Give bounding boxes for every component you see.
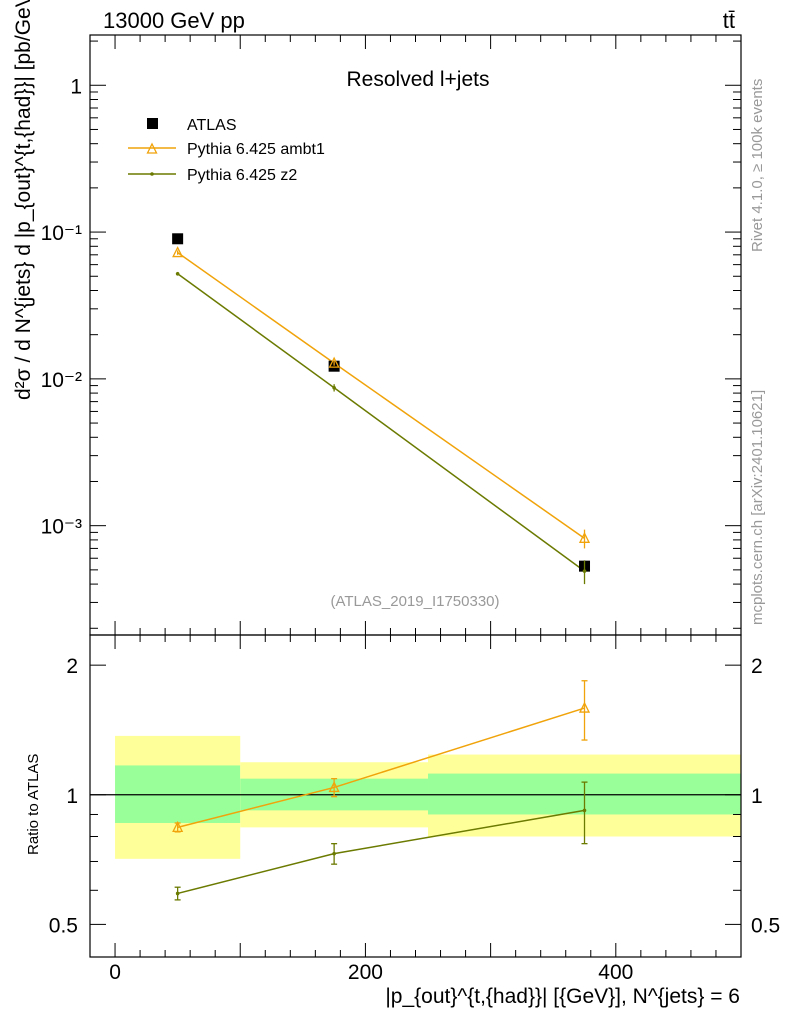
analysis-watermark: (ATLAS_2019_I1750330): [330, 593, 499, 610]
process-label: tt̄: [723, 8, 735, 33]
ratio-tick-labels: 0.5 0.5 1 1 2 2 0 200 400: [49, 655, 780, 984]
ratio-panel: 0.5 0.5 1 1 2 2 0 200 400 Ratio to ATLAS |p_{out…: [25, 634, 780, 1008]
ratio-y-tick-label-right: 2: [751, 655, 763, 678]
z2-data-point: [582, 569, 587, 573]
ambt1-ratio-point: [578, 701, 591, 713]
ratio-y-tick-label-right: 0.5: [751, 914, 780, 937]
z2-data-point: [175, 271, 180, 276]
main-series-line: [177, 251, 585, 539]
ambt1-data-point: [172, 246, 184, 258]
legend-atlas-label: ATLAS: [187, 117, 237, 134]
ambt1-ratio-point: [328, 780, 340, 793]
main-y-axis-label: d²σ / d N^{jets} d |p_{out}^{t,{had}}| […: [12, 0, 35, 400]
legend-z2-label: Pythia 6.425 z2: [187, 167, 297, 184]
legend-ambt1-marker: [146, 142, 158, 154]
ratio-tick-marks: [90, 635, 742, 957]
main-y-tick-label: 1: [70, 75, 82, 98]
ratio-y-axis-label: Ratio to ATLAS: [25, 754, 42, 855]
ratio-frame: [89, 634, 742, 958]
x-axis-label: |p_{out}^{t,{had}}| [{GeV}], N^{jets} = …: [385, 985, 740, 1008]
main-y-tick-label: 10⁻³: [41, 516, 82, 539]
main-panel: 1 10⁻¹ 10⁻² 10⁻³ Resolved l+jets (ATLAS_201…: [12, 0, 742, 636]
main-tick-marks: [90, 35, 742, 635]
x-tick-label: 200: [348, 961, 383, 984]
legend-atlas-marker: [147, 118, 158, 129]
legend: ATLAS Pythia 6.425 ambt1 Pythia 6.425 z2: [128, 117, 325, 184]
ratio-y-tick-label: 2: [66, 655, 78, 678]
main-y-tick-labels: 1 10⁻¹ 10⁻² 10⁻³: [41, 75, 82, 538]
z2-ratio-point: [175, 891, 180, 896]
main-y-tick-label: 10⁻²: [41, 369, 82, 392]
ratio-data-series: [172, 680, 591, 901]
z2-ratio-point: [582, 808, 587, 813]
ambt1-ratio-point: [172, 820, 184, 833]
energy-label: 13000 GeV pp: [103, 8, 245, 33]
source-label: mcplots.cern.ch [arXiv:2401.10621]: [749, 390, 766, 625]
panel-title: Resolved l+jets: [347, 68, 490, 91]
rivet-version-label: Rivet 4.1.0, ≥ 100k events: [749, 79, 766, 252]
z2-data-point: [332, 385, 336, 390]
ratio-y-tick-label: 0.5: [49, 914, 78, 937]
atlas-data-point: [172, 233, 184, 245]
ratio-y-tick-label: 1: [66, 785, 78, 808]
ratio-y-tick-label-right: 1: [751, 785, 763, 808]
x-tick-label: 400: [598, 961, 633, 984]
legend-z2-marker: [150, 172, 154, 176]
ambt1-data-point: [328, 356, 340, 368]
legend-ambt1-label: Pythia 6.425 ambt1: [187, 141, 325, 158]
main-data-series: [172, 233, 591, 585]
z2-ratio-point: [332, 851, 336, 856]
atlas-data-point: [328, 360, 340, 372]
main-y-tick-label: 10⁻¹: [41, 222, 82, 245]
main-series-line: [177, 273, 585, 572]
x-tick-label: 0: [109, 961, 121, 984]
ratio-uncertainty-bands: [90, 735, 741, 859]
ambt1-data-point: [578, 531, 591, 543]
